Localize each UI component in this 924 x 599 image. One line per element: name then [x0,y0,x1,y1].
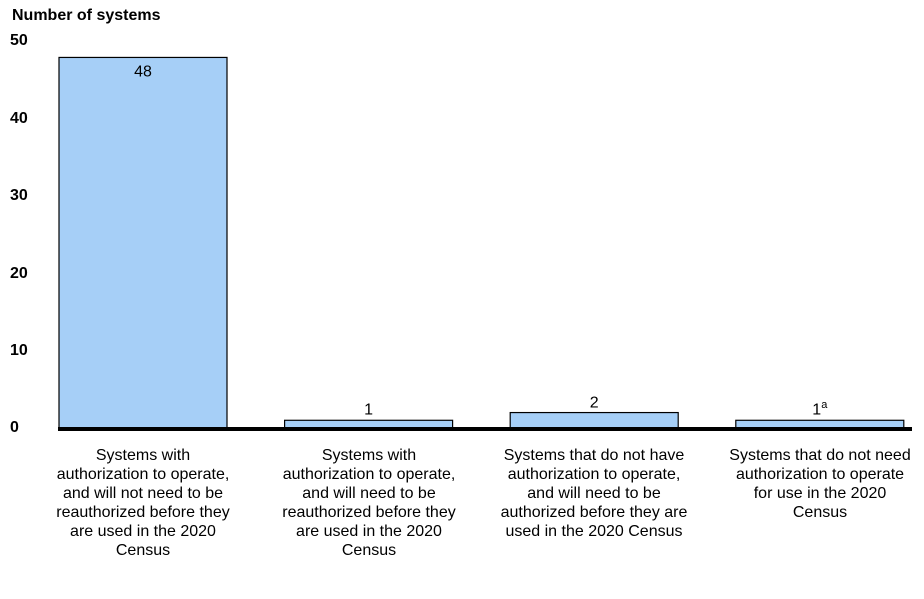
bar [284,419,454,429]
y-tick-label: 10 [10,342,28,359]
category-label: Systems that do not need authorization t… [729,447,911,521]
y-tick-label: 20 [10,265,28,282]
y-tick-label: 40 [10,110,28,127]
y-tick-label: 50 [10,32,28,49]
y-tick-label: 30 [10,187,28,204]
data-label: 2 [589,393,599,411]
data-label: 1 [364,401,374,419]
y-axis-label: Number of systems [12,7,161,24]
category-label: Systems with authorization to operate, a… [282,447,456,559]
data-label: 1a [812,399,828,419]
category-label: Systems with authorization to operate, a… [56,447,230,559]
data-label: 48 [134,63,152,81]
category-label: Systems that do not have authorization t… [500,447,688,540]
bar [735,419,905,429]
bar [58,56,228,429]
bar [509,411,679,429]
y-tick-label: 0 [10,419,19,436]
